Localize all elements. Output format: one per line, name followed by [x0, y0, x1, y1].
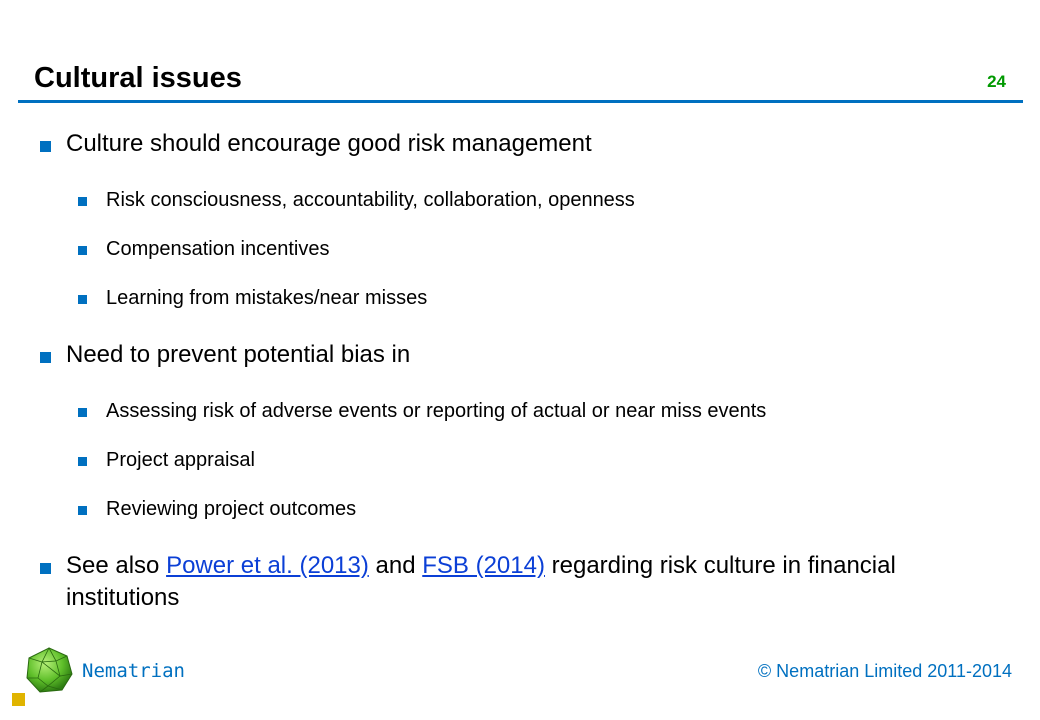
sub-bullet-text: Compensation incentives: [106, 238, 330, 260]
bullet-text: See also Power et al. (2013) and FSB (20…: [66, 550, 900, 614]
sub-bullet-text: Learning from mistakes/near misses: [106, 287, 428, 309]
bullet-square-icon: [78, 408, 87, 417]
sub-bullet-text: Assessing risk of adverse events or repo…: [106, 400, 767, 422]
green-polyhedron-logo-icon: [26, 647, 73, 693]
corner-marker: [12, 693, 25, 706]
sub-bullet-text: Reviewing project outcomes: [106, 498, 357, 520]
bullet-text: Need to prevent potential bias in: [66, 341, 411, 368]
sub-bullet: Learning from mistakes/near misses: [78, 285, 978, 311]
see-also-prefix: See also: [66, 552, 167, 579]
power-2013-link[interactable]: Power et al. (2013): [166, 552, 369, 579]
bullet-square-icon: [40, 352, 51, 363]
sub-bullet: Assessing risk of adverse events or repo…: [78, 398, 978, 424]
bullet-see-also: See also Power et al. (2013) and FSB (20…: [40, 550, 900, 614]
bullet-square-icon: [78, 197, 87, 206]
title-underline: [18, 100, 1023, 103]
sub-bullet-text: Project appraisal: [106, 449, 255, 471]
bullet-text: Culture should encourage good risk manag…: [66, 130, 592, 157]
bullet-square-icon: [78, 246, 87, 255]
bullet-square-icon: [40, 563, 51, 574]
bullet-square-icon: [40, 141, 51, 152]
copyright-text: © Nematrian Limited 2011-2014: [757, 661, 1012, 681]
bullet-culture: Culture should encourage good risk manag…: [40, 128, 940, 160]
sub-bullet: Project appraisal: [78, 447, 978, 473]
fsb-2014-link[interactable]: FSB (2014): [422, 552, 545, 579]
sub-bullet: Reviewing project outcomes: [78, 496, 978, 522]
slide-number: 24: [987, 72, 1006, 91]
page-title: Cultural issues: [34, 62, 242, 94]
see-also-suffix: regarding risk culture in financial inst…: [66, 552, 896, 611]
sub-bullet: Risk consciousness, accountability, coll…: [78, 187, 978, 213]
bullet-square-icon: [78, 295, 87, 304]
bullet-bias: Need to prevent potential bias in: [40, 339, 940, 371]
bullet-square-icon: [78, 506, 87, 515]
bullet-square-icon: [78, 457, 87, 466]
sub-bullet-text: Risk consciousness, accountability, coll…: [106, 189, 635, 211]
sub-bullet: Compensation incentives: [78, 236, 978, 262]
see-also-middle: and: [368, 552, 423, 579]
brand-name: Nematrian: [82, 660, 185, 682]
